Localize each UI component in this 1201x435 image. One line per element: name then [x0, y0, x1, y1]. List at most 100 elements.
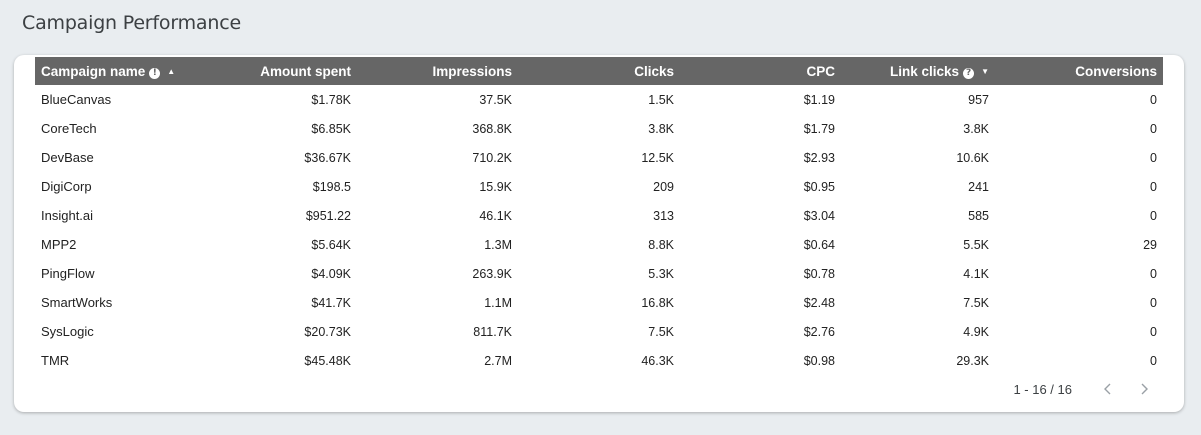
- table-row[interactable]: SysLogic $20.73K 811.7K 7.5K $2.76 4.9K 0: [35, 317, 1163, 346]
- cell-campaign-name: Insight.ai: [41, 208, 94, 223]
- table-header-row: Campaign name! ▲ Amount spent Impressions…: [35, 57, 1163, 85]
- cell-impressions: 37.5K: [479, 92, 512, 107]
- cell-conversions: 0: [1150, 353, 1157, 368]
- cell-impressions: 263.9K: [472, 266, 512, 281]
- cell-amount-spent: $951.22: [305, 208, 351, 223]
- cell-campaign-name: SmartWorks: [41, 295, 113, 310]
- cell-campaign-name: BlueCanvas: [41, 92, 112, 107]
- cell-cpc: $2.93: [803, 150, 835, 165]
- cell-link-clicks: 957: [968, 92, 989, 107]
- cell-impressions: 1.3M: [484, 237, 512, 252]
- cell-cpc: $0.78: [803, 266, 835, 281]
- cell-cpc: $3.04: [803, 208, 835, 223]
- cell-clicks: 1.5K: [648, 92, 674, 107]
- pagination: 1 - 16 / 16: [1013, 378, 1158, 400]
- column-header-cpc[interactable]: CPC: [680, 57, 841, 85]
- table-row[interactable]: CoreTech $6.85K 368.8K 3.8K $1.79 3.8K 0: [35, 114, 1163, 143]
- table-row[interactable]: SmartWorks $41.7K 1.1M 16.8K $2.48 7.5K 0: [35, 288, 1163, 317]
- cell-impressions: 2.7M: [484, 353, 512, 368]
- previous-page-button[interactable]: [1094, 378, 1122, 400]
- column-label: Link clicks: [890, 63, 960, 79]
- cell-amount-spent: $41.7K: [311, 295, 351, 310]
- column-label: Conversions: [1075, 63, 1157, 79]
- column-header-amount-spent[interactable]: Amount spent: [185, 57, 357, 85]
- cell-impressions: 46.1K: [479, 208, 512, 223]
- table-row[interactable]: DevBase $36.67K 710.2K 12.5K $2.93 10.6K 0: [35, 143, 1163, 172]
- cell-campaign-name: TMR: [41, 353, 70, 368]
- cell-cpc: $2.76: [803, 324, 835, 339]
- cell-impressions: 1.1M: [484, 295, 512, 310]
- cell-clicks: 16.8K: [641, 295, 674, 310]
- cell-conversions: 0: [1150, 324, 1157, 339]
- cell-clicks: 46.3K: [641, 353, 674, 368]
- column-label: Clicks: [634, 63, 674, 79]
- table-row[interactable]: PingFlow $4.09K 263.9K 5.3K $0.78 4.1K 0: [35, 259, 1163, 288]
- cell-cpc: $1.19: [803, 92, 835, 107]
- cell-conversions: 0: [1150, 150, 1157, 165]
- cell-impressions: 811.7K: [473, 324, 512, 339]
- table-row[interactable]: TMR $45.48K 2.7M 46.3K $0.98 29.3K 0: [35, 346, 1163, 375]
- cell-cpc: $0.95: [803, 179, 835, 194]
- cell-campaign-name: CoreTech: [41, 121, 97, 136]
- cell-amount-spent: $5.64K: [311, 237, 351, 252]
- cell-clicks: 8.8K: [648, 237, 674, 252]
- cell-link-clicks: 5.5K: [963, 237, 989, 252]
- cell-link-clicks: 10.6K: [956, 150, 989, 165]
- cell-campaign-name: DigiCorp: [41, 179, 92, 194]
- cell-conversions: 0: [1150, 121, 1157, 136]
- cell-conversions: 29: [1143, 237, 1157, 252]
- cell-cpc: $0.98: [803, 353, 835, 368]
- chevron-left-icon: [1104, 383, 1111, 395]
- cell-clicks: 7.5K: [648, 324, 674, 339]
- sort-descending-icon[interactable]: ▼: [981, 66, 989, 76]
- cell-cpc: $1.79: [803, 121, 835, 136]
- cell-clicks: 313: [653, 208, 674, 223]
- cell-amount-spent: $6.85K: [311, 121, 351, 136]
- info-icon[interactable]: !: [149, 67, 161, 79]
- help-icon[interactable]: ?: [963, 67, 975, 79]
- cell-link-clicks: 241: [968, 179, 989, 194]
- cell-conversions: 0: [1150, 208, 1157, 223]
- cell-campaign-name: PingFlow: [41, 266, 95, 281]
- cell-link-clicks: 4.1K: [963, 266, 989, 281]
- campaign-table-card: Campaign name! ▲ Amount spent Impressions…: [14, 55, 1184, 412]
- cell-clicks: 12.5K: [641, 150, 674, 165]
- column-header-clicks[interactable]: Clicks: [518, 57, 680, 85]
- cell-campaign-name: SysLogic: [41, 324, 94, 339]
- cell-conversions: 0: [1150, 266, 1157, 281]
- cell-link-clicks: 585: [968, 208, 989, 223]
- cell-conversions: 0: [1150, 295, 1157, 310]
- column-label: Campaign name: [41, 63, 146, 79]
- chevron-right-icon: [1141, 383, 1148, 395]
- next-page-button[interactable]: [1130, 378, 1158, 400]
- column-label: Amount spent: [260, 63, 351, 79]
- cell-impressions: 15.9K: [479, 179, 512, 194]
- cell-clicks: 5.3K: [648, 266, 674, 281]
- table-row[interactable]: MPP2 $5.64K 1.3M 8.8K $0.64 5.5K 29: [35, 230, 1163, 259]
- column-header-conversions[interactable]: Conversions: [1003, 57, 1163, 85]
- table-row[interactable]: Insight.ai $951.22 46.1K 313 $3.04 585 0: [35, 201, 1163, 230]
- column-header-campaign-name[interactable]: Campaign name! ▲: [35, 57, 185, 85]
- cell-amount-spent: $45.48K: [304, 353, 351, 368]
- cell-link-clicks: 3.8K: [963, 121, 989, 136]
- sort-ascending-icon[interactable]: ▲: [167, 66, 176, 76]
- cell-link-clicks: 4.9K: [963, 324, 989, 339]
- cell-impressions: 710.2K: [472, 150, 512, 165]
- cell-link-clicks: 7.5K: [963, 295, 989, 310]
- cell-campaign-name: MPP2: [41, 237, 77, 252]
- pagination-range: 1 - 16 / 16: [1013, 381, 1072, 397]
- table-row[interactable]: DigiCorp $198.5 15.9K 209 $0.95 241 0: [35, 172, 1163, 201]
- table-row[interactable]: BlueCanvas $1.78K 37.5K 1.5K $1.19 957 0: [35, 85, 1163, 114]
- campaign-table: Campaign name! ▲ Amount spent Impressions…: [35, 57, 1163, 375]
- cell-amount-spent: $198.5: [312, 179, 351, 194]
- cell-impressions: 368.8K: [472, 121, 512, 136]
- cell-cpc: $0.64: [803, 237, 835, 252]
- cell-clicks: 3.8K: [648, 121, 674, 136]
- cell-amount-spent: $36.67K: [304, 150, 351, 165]
- cell-cpc: $2.48: [803, 295, 835, 310]
- cell-campaign-name: DevBase: [41, 150, 94, 165]
- cell-amount-spent: $20.73K: [304, 324, 351, 339]
- column-header-impressions[interactable]: Impressions: [357, 57, 518, 85]
- column-header-link-clicks[interactable]: Link clicks? ▼: [841, 57, 1003, 85]
- cell-link-clicks: 29.3K: [956, 353, 989, 368]
